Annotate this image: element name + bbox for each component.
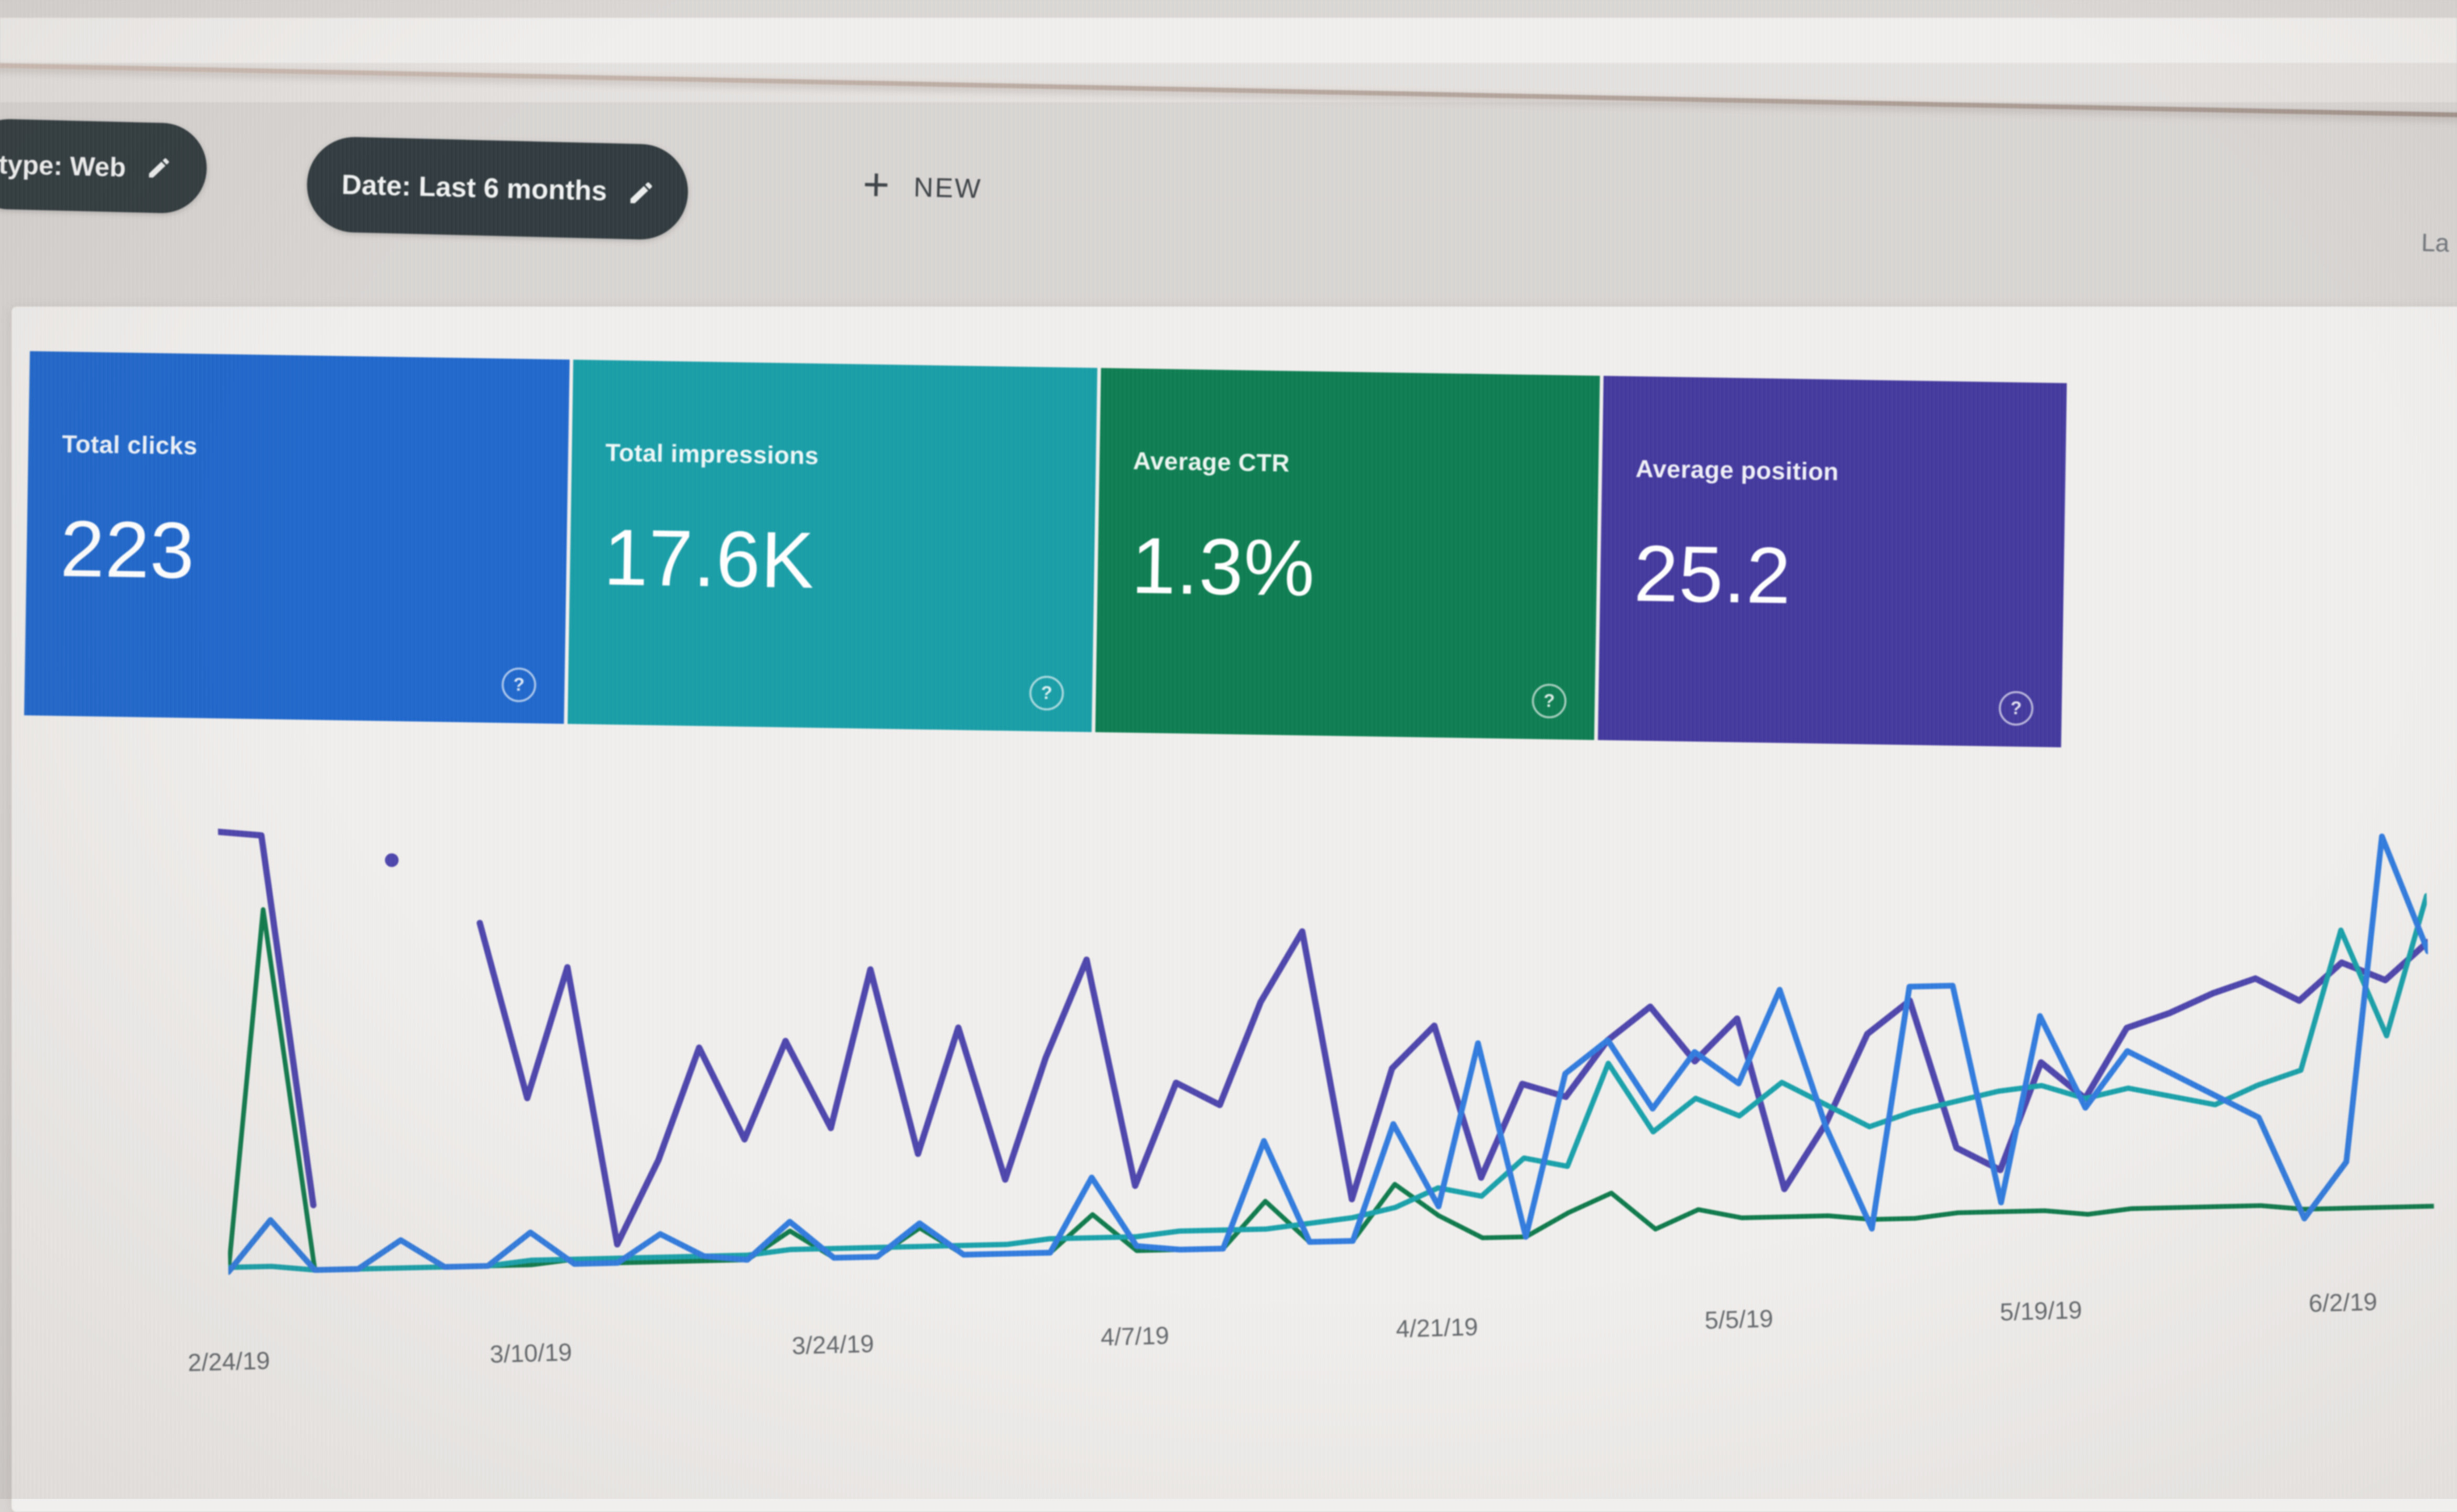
metric-cards: Total clicks 223 ? Total impressions 17.…: [24, 351, 2067, 747]
x-axis-tick-label: 5/19/19: [1999, 1296, 2083, 1326]
metric-title: Total clicks: [61, 429, 198, 460]
metric-value: 223: [59, 504, 195, 595]
browser-top-strip: [0, 0, 2457, 118]
metric-title: Total impressions: [605, 438, 819, 470]
pencil-icon[interactable]: [146, 155, 172, 181]
performance-panel: Total clicks 223 ? Total impressions 17.…: [12, 307, 2457, 1512]
metric-value: 25.2: [1633, 529, 1792, 621]
date-range-filter-label: Date: Last 6 months: [341, 169, 607, 206]
performance-chart-svg: [216, 829, 2435, 1275]
search-type-filter-label: type: Web: [0, 149, 126, 182]
performance-chart: [216, 729, 2435, 1300]
x-axis-tick-label: 4/7/19: [1100, 1321, 1170, 1351]
metric-value: 17.6K: [603, 513, 816, 605]
help-icon[interactable]: ?: [1029, 676, 1064, 711]
header-divider: [0, 63, 2457, 118]
metric-card-average-ctr[interactable]: Average CTR 1.3% ?: [1095, 368, 1600, 740]
x-axis-tick-label: 3/24/19: [791, 1329, 875, 1359]
x-axis-labels: 2/24/19 3/10/19 3/24/19 4/7/19 4/21/19 5/5/19…: [188, 1285, 2436, 1389]
plus-icon: +: [862, 158, 890, 211]
metric-card-total-clicks[interactable]: Total clicks 223 ?: [24, 351, 570, 724]
metric-card-average-position[interactable]: Average position 25.2 ?: [1597, 376, 2067, 747]
search-type-filter-chip[interactable]: type: Web: [0, 118, 208, 214]
x-axis-tick-label: 5/5/19: [1704, 1304, 1774, 1334]
new-filter-button-label: NEW: [913, 172, 983, 204]
help-icon[interactable]: ?: [501, 667, 537, 703]
last-updated-partial-text: La: [2421, 229, 2450, 258]
metric-title: Average CTR: [1133, 447, 1290, 477]
metric-title: Average position: [1635, 454, 1839, 486]
filter-bar: type: Web Date: Last 6 months + NEW La: [0, 107, 2457, 345]
new-filter-button[interactable]: + NEW: [862, 158, 983, 212]
x-axis-tick-label: 6/2/19: [2308, 1287, 2378, 1318]
metric-value: 1.3%: [1130, 521, 1316, 613]
help-icon[interactable]: ?: [1531, 683, 1567, 719]
x-axis-tick-label: 4/21/19: [1395, 1312, 1478, 1343]
help-icon[interactable]: ?: [1998, 691, 2034, 726]
x-axis-tick-label: 2/24/19: [187, 1346, 270, 1377]
date-range-filter-chip[interactable]: Date: Last 6 months: [306, 136, 689, 241]
x-axis-tick-label: 3/10/19: [489, 1337, 573, 1368]
pencil-icon[interactable]: [627, 178, 654, 205]
metric-card-total-impressions[interactable]: Total impressions 17.6K ?: [567, 360, 1097, 732]
